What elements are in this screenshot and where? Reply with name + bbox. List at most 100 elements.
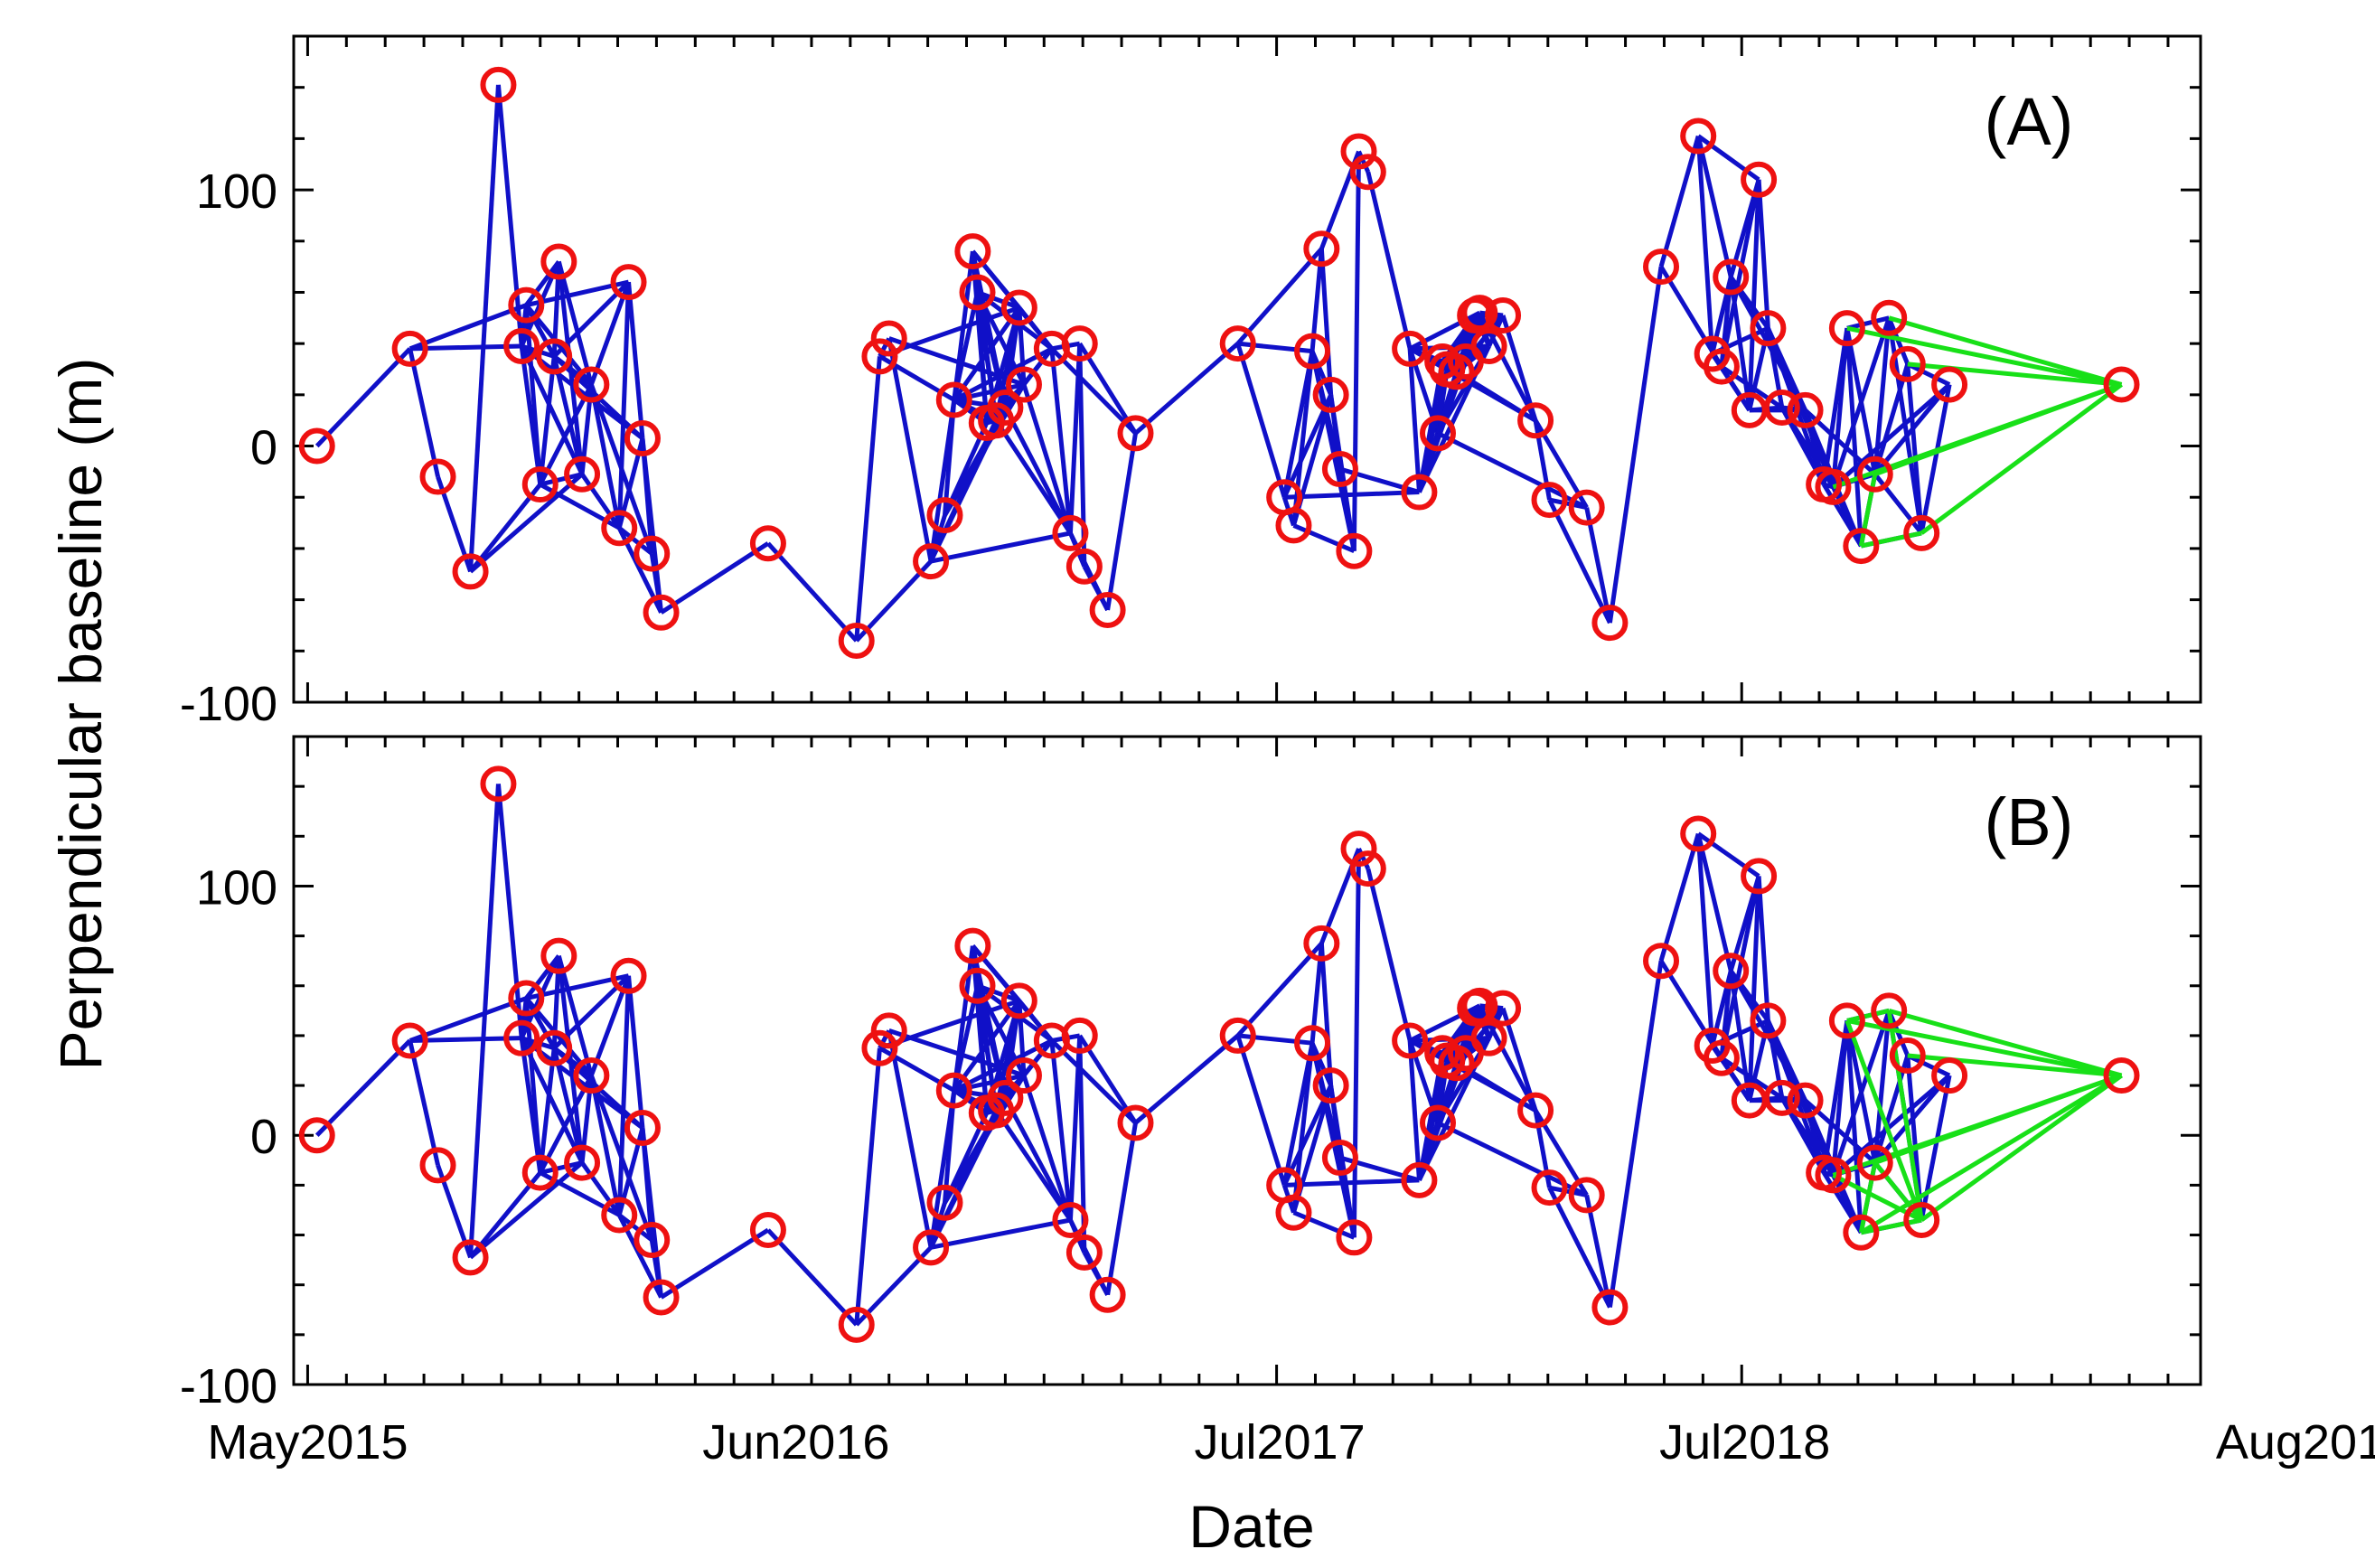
acquisition-marker (624, 420, 661, 457)
acquisition-marker (1349, 850, 1386, 887)
acquisition-marker (452, 553, 489, 590)
acquisition-marker (1420, 1104, 1456, 1141)
acquisition-marker (634, 535, 671, 572)
interferogram-pair (1756, 876, 1770, 1021)
acquisition-marker (419, 1147, 456, 1184)
interferogram-pair (1756, 179, 1770, 329)
interferogram-pair (1695, 832, 1733, 972)
y-tick-label: -100 (180, 1359, 277, 1413)
acquisition-marker (391, 330, 428, 367)
interferogram-pair (1781, 1095, 1806, 1103)
acquisition-marker (1680, 117, 1717, 155)
acquisition-marker (1713, 258, 1750, 296)
interferogram-pair (408, 996, 528, 1043)
acquisition-marker (298, 427, 335, 465)
added-interferogram-pair (1832, 1073, 2123, 1178)
y-tick-label: 0 (250, 1110, 277, 1164)
interferogram-pair (1830, 1020, 1850, 1176)
interferogram-pair (1607, 266, 1664, 624)
added-interferogram-pair (1920, 382, 2124, 535)
interferogram-pair (1050, 1038, 1138, 1125)
acquisition-marker (1843, 528, 1880, 565)
acquisition-marker (1438, 353, 1475, 390)
added-interferogram-pair (1860, 530, 1922, 549)
acquisition-marker (1485, 990, 1522, 1027)
acquisition-marker (540, 937, 577, 974)
acquisition-marker (1485, 296, 1522, 333)
interferogram-pair (1022, 347, 1054, 387)
acquisition-marker (1591, 605, 1629, 642)
interferogram-pair (1873, 1055, 1910, 1164)
acquisition-marker (959, 967, 996, 1004)
interferogram-pair (409, 343, 522, 352)
interferogram-pair (1919, 1075, 1952, 1221)
added-interferogram-pair (1845, 1019, 1924, 1221)
acquisition-marker (1219, 325, 1256, 362)
interferogram-pair (1021, 1075, 1073, 1221)
interferogram-pair (1366, 171, 1413, 350)
acquisition-marker (1275, 507, 1312, 544)
interferogram-pair (942, 1090, 957, 1203)
interferogram-pair (524, 954, 561, 1000)
interferogram-pair (1831, 1174, 1863, 1234)
acquisition-marker (1903, 514, 1940, 551)
interferogram-pair (556, 955, 594, 1076)
acquisition-marker (913, 543, 950, 580)
acquisition-marker (508, 286, 545, 324)
interferogram-pair (551, 1047, 585, 1164)
interferogram-pair (408, 1039, 440, 1166)
acquisition-marker (1061, 325, 1098, 362)
interferogram-pair (616, 975, 632, 1216)
interferogram-pair (1547, 498, 1612, 624)
interferogram-pair (1319, 943, 1334, 1086)
acquisition-marker (540, 243, 577, 280)
interferogram-pair (1905, 363, 1924, 534)
acquisition-marker (1321, 1140, 1358, 1177)
acquisition-marker (1591, 1289, 1629, 1326)
acquisition-marker (2103, 366, 2140, 403)
acquisition-marker (298, 1117, 335, 1154)
added-interferogram-pair (1860, 1217, 1922, 1235)
y-tick-label: 100 (196, 860, 277, 915)
interferogram-pair (1351, 849, 1362, 1238)
interferogram-pair (538, 1047, 557, 1173)
acquisition-marker (749, 1212, 786, 1249)
interferogram-pair (551, 355, 585, 475)
acquisition-marker (1275, 1194, 1312, 1231)
interferogram-pair (408, 348, 440, 478)
interferogram-pair (854, 1047, 882, 1326)
acquisition-marker (1750, 1002, 1787, 1039)
interferogram-pair (953, 382, 1025, 402)
acquisition-marker (536, 1029, 573, 1066)
acquisition-marker (1294, 1025, 1331, 1062)
acquisition-marker (1052, 1201, 1089, 1238)
panel-label: (A) (1985, 84, 2074, 159)
interferogram-pair (1906, 361, 1951, 387)
interferogram-pair (1845, 327, 1878, 475)
added-interferogram-pair (1858, 1162, 1878, 1234)
interferogram-pair (1237, 1033, 1313, 1046)
acquisition-marker (610, 957, 647, 994)
interferogram-pair (1407, 348, 1422, 493)
panel-b: -100 0 100 May2015 Jun2016 Jul2017 Jul2018 Aug2… (180, 735, 2375, 1469)
interferogram-pair (1291, 1042, 1315, 1213)
interferogram-pair (1133, 1034, 1240, 1125)
acquisition-marker (1741, 858, 1778, 895)
acquisition-marker (1931, 1057, 1968, 1094)
interferogram-pair (468, 84, 501, 572)
acquisition-marker (1005, 1057, 1042, 1094)
interferogram-pair (1747, 876, 1761, 1101)
added-interferogram-pair (1873, 1160, 1924, 1222)
acquisition-marker (913, 1229, 950, 1266)
added-interferogram-pair (1907, 361, 2122, 387)
acquisition-marker (564, 1144, 601, 1181)
interferogram-pair (1830, 327, 1850, 488)
acquisition-marker (954, 927, 991, 964)
interferogram-pair (1003, 406, 1073, 535)
x-tick-label: Jul2018 (1659, 1415, 1830, 1469)
acquisition-marker (1568, 1177, 1605, 1214)
interferogram-pair (953, 1038, 1053, 1093)
interferogram-pair (589, 281, 631, 386)
acquisition-marker (643, 594, 680, 631)
interferogram-pair (1549, 1185, 1588, 1197)
